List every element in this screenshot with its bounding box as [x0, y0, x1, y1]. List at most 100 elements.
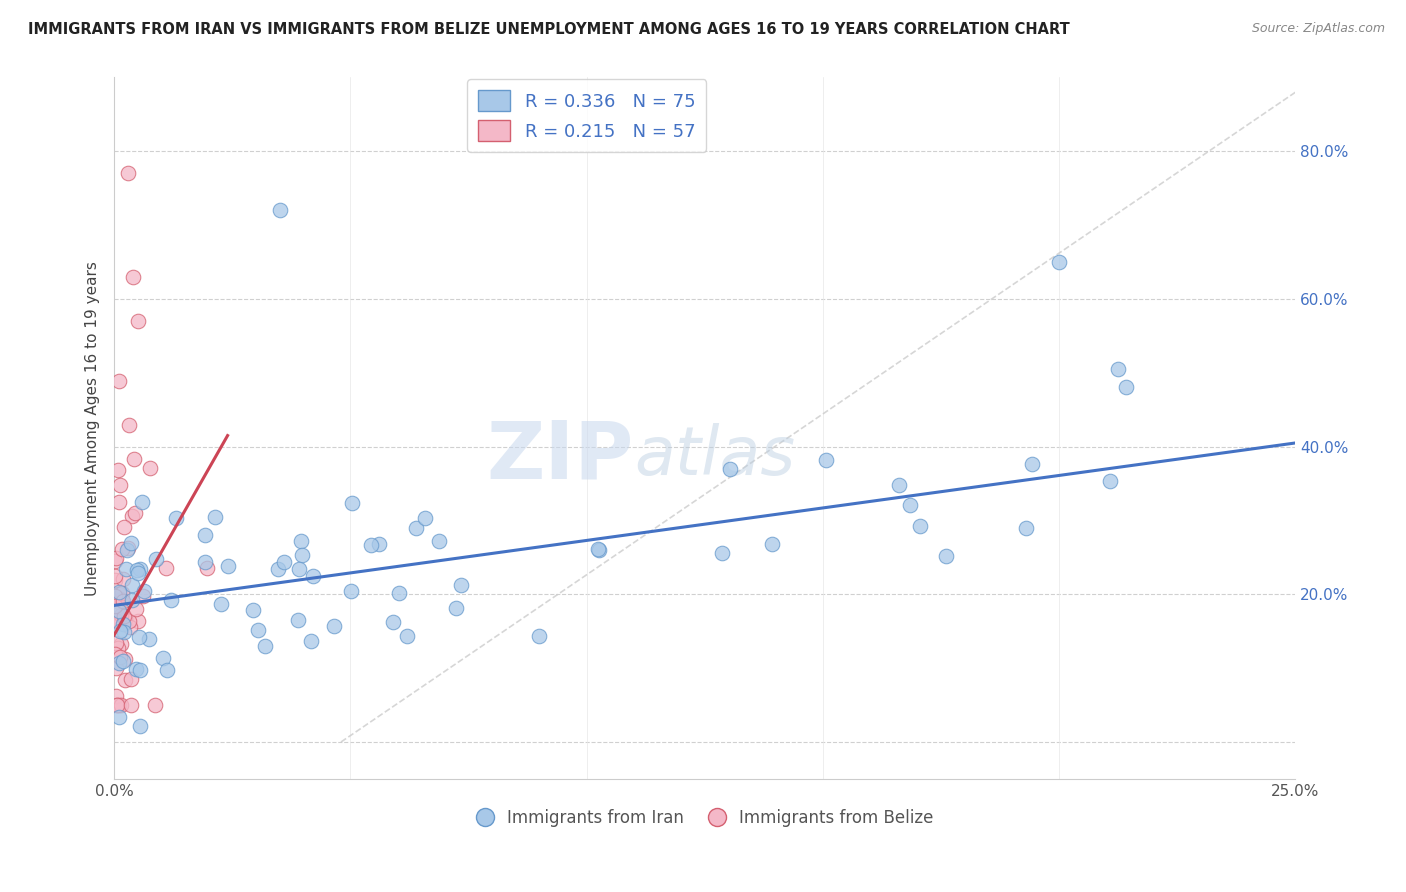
Point [588, 542, 610, 557]
Point [121, 509, 143, 524]
Point [1047, 255, 1070, 269]
Point [711, 546, 734, 560]
Point [194, 555, 217, 569]
Point [127, 314, 149, 328]
Point [138, 461, 160, 475]
Point [718, 462, 741, 476]
Point [127, 566, 149, 580]
Point [115, 562, 138, 576]
Text: Source: ZipAtlas.com: Source: ZipAtlas.com [1251, 22, 1385, 36]
Point [413, 511, 436, 525]
Point [156, 663, 179, 677]
Point [128, 630, 150, 644]
Point [165, 510, 187, 524]
Legend: Immigrants from Iran, Immigrants from Belize: Immigrants from Iran, Immigrants from Be… [470, 803, 939, 834]
Point [117, 541, 139, 555]
Point [125, 662, 148, 676]
Point [112, 608, 135, 623]
Point [110, 542, 132, 557]
Point [105, 661, 128, 675]
Point [444, 601, 467, 615]
Point [125, 563, 148, 577]
Point [112, 625, 135, 640]
Point [112, 572, 135, 586]
Point [105, 698, 128, 712]
Point [323, 619, 346, 633]
Point [108, 649, 131, 664]
Text: atlas: atlas [634, 423, 794, 489]
Point [395, 629, 418, 643]
Point [122, 269, 145, 284]
Point [1021, 457, 1043, 471]
Point [118, 620, 141, 634]
Y-axis label: Unemployment Among Ages 16 to 19 years: Unemployment Among Ages 16 to 19 years [86, 260, 100, 596]
Point [291, 548, 314, 562]
Point [107, 595, 129, 609]
Point [108, 656, 131, 670]
Point [129, 562, 152, 576]
Point [273, 555, 295, 569]
Point [118, 417, 141, 432]
Point [129, 663, 152, 677]
Point [910, 519, 932, 533]
Point [194, 528, 217, 542]
Point [111, 654, 134, 668]
Point [107, 463, 129, 477]
Point [898, 498, 921, 512]
Point [138, 632, 160, 646]
Point [340, 495, 363, 509]
Point [104, 573, 127, 587]
Point [110, 608, 132, 623]
Point [104, 554, 127, 568]
Point [155, 561, 177, 575]
Point [104, 647, 127, 661]
Point [108, 495, 131, 509]
Point [254, 639, 277, 653]
Point [111, 593, 134, 607]
Point [131, 589, 153, 603]
Point [107, 641, 129, 656]
Point [935, 549, 957, 563]
Point [120, 536, 142, 550]
Point [360, 538, 382, 552]
Point [110, 591, 132, 606]
Point [108, 698, 131, 712]
Point [367, 537, 389, 551]
Point [118, 614, 141, 628]
Point [121, 592, 143, 607]
Point [143, 698, 166, 712]
Point [450, 578, 472, 592]
Point [128, 718, 150, 732]
Point [104, 568, 127, 582]
Point [290, 533, 312, 548]
Point [388, 586, 411, 600]
Text: IMMIGRANTS FROM IRAN VS IMMIGRANTS FROM BELIZE UNEMPLOYMENT AMONG AGES 16 TO 19 : IMMIGRANTS FROM IRAN VS IMMIGRANTS FROM … [28, 22, 1070, 37]
Point [121, 577, 143, 591]
Point [204, 510, 226, 524]
Point [287, 562, 309, 576]
Point [114, 612, 136, 626]
Point [195, 561, 218, 575]
Point [111, 594, 134, 608]
Point [131, 495, 153, 509]
Point [104, 613, 127, 627]
Point [124, 506, 146, 520]
Point [105, 698, 128, 712]
Point [124, 451, 146, 466]
Point [145, 551, 167, 566]
Point [104, 551, 127, 566]
Point [108, 584, 131, 599]
Point [427, 534, 450, 549]
Point [110, 586, 132, 600]
Point [105, 614, 128, 628]
Text: ZIP: ZIP [486, 417, 634, 495]
Point [152, 651, 174, 665]
Point [269, 203, 291, 218]
Point [110, 698, 132, 712]
Point [340, 583, 363, 598]
Point [217, 559, 239, 574]
Point [299, 634, 322, 648]
Point [134, 583, 156, 598]
Point [108, 374, 131, 388]
Point [108, 710, 131, 724]
